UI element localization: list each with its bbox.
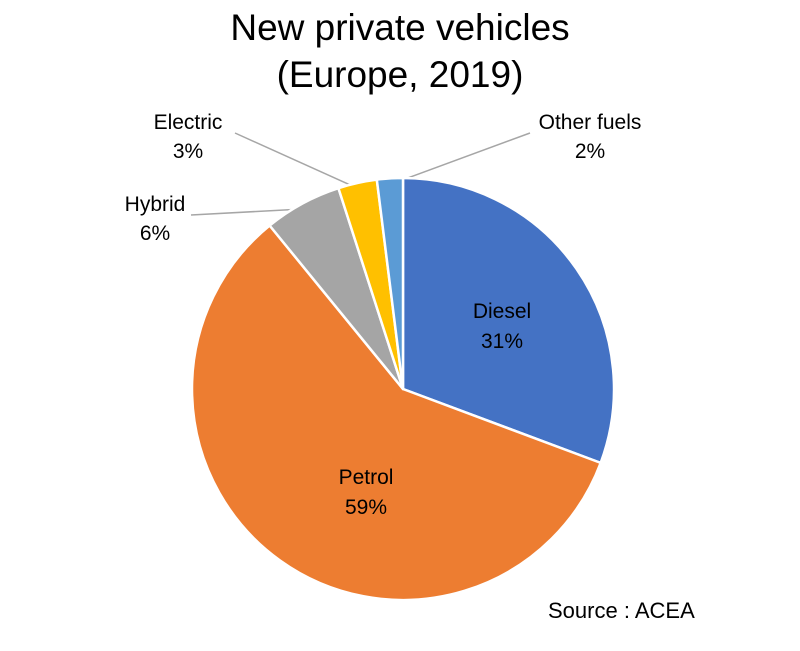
source-note: Source : ACEA <box>548 598 695 623</box>
pie-slices <box>190 176 616 602</box>
slice-label-name-hybrid: Hybrid <box>125 193 186 216</box>
leader-line-hybrid <box>190 208 306 216</box>
slice-label-name-other-fuels: Other fuels <box>539 111 642 134</box>
slice-label-value-other-fuels: 2% <box>575 140 605 163</box>
slice-label-value-electric: 3% <box>173 140 203 163</box>
slice-labels: Diesel 31% Petrol 59% Hybrid 6% Electric 3% Othe… <box>125 111 642 519</box>
chart-title-line-2: (Europe, 2019) <box>276 54 524 95</box>
leader-line-electric <box>234 132 360 190</box>
leader-lines <box>190 132 531 216</box>
slice-label-name-electric: Electric <box>154 111 223 134</box>
chart-title-line-1: New private vehicles <box>230 7 570 48</box>
slice-label-name-diesel: Diesel <box>473 300 531 323</box>
slice-label-value-hybrid: 6% <box>140 222 170 245</box>
slice-label-value-diesel: 31% <box>481 330 523 353</box>
pie-slice-other-fuels <box>375 176 405 391</box>
pie-slice-diesel <box>401 176 616 465</box>
leader-line-other-fuels <box>389 132 531 186</box>
pie-slice-petrol <box>190 224 602 602</box>
slice-label-value-petrol: 59% <box>345 496 387 519</box>
slice-label-name-petrol: Petrol <box>339 466 394 489</box>
